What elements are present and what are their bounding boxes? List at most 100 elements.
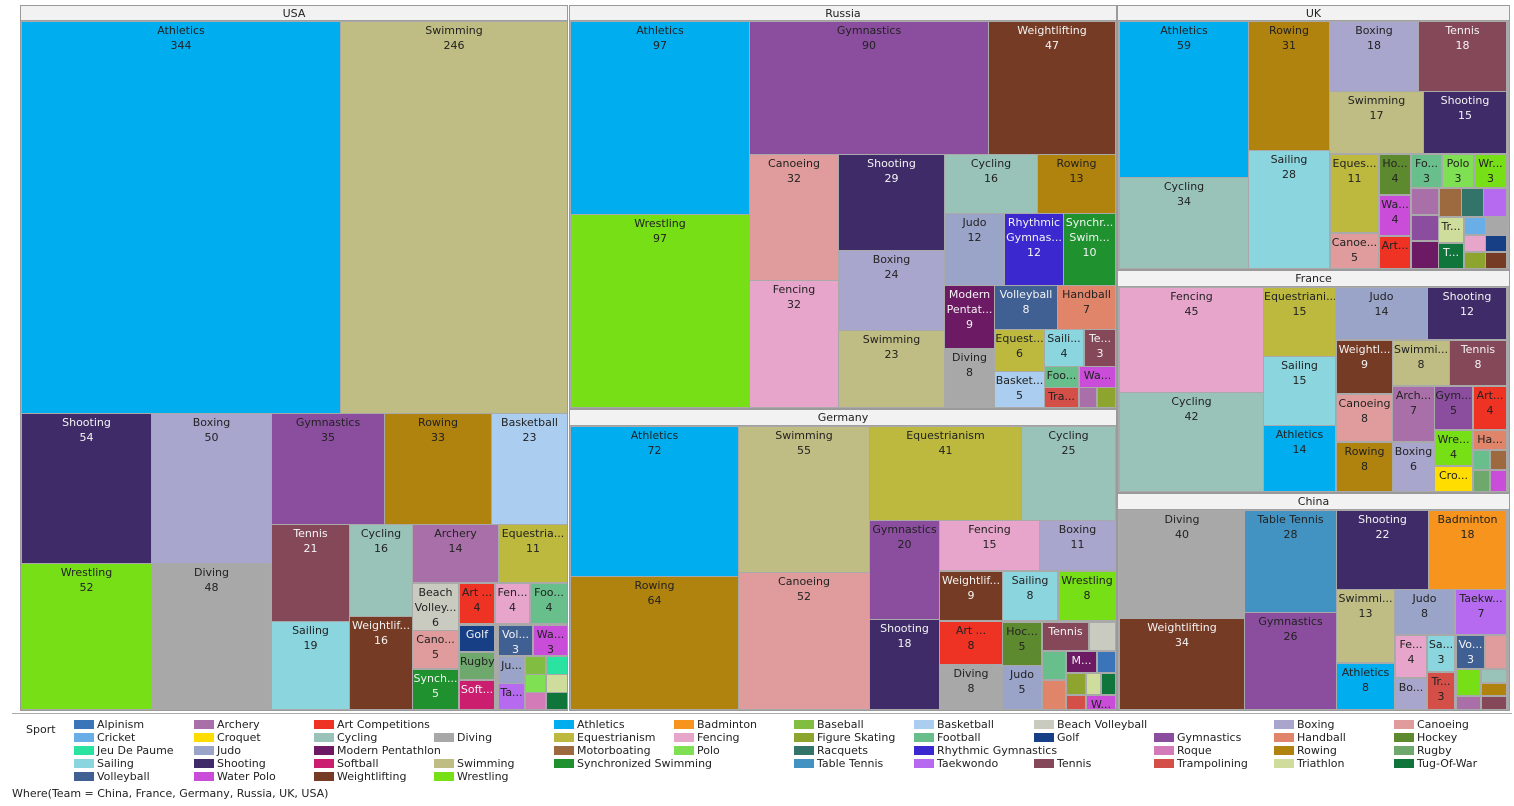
treemap-cell[interactable]: Cycling 42: [1120, 393, 1263, 491]
treemap-cell[interactable]: Rugby: [460, 653, 494, 679]
treemap-cell[interactable]: Table Tennis 28: [1245, 511, 1336, 612]
legend-item[interactable]: Rugby: [1394, 744, 1452, 757]
treemap-cell[interactable]: Ta...: [499, 684, 524, 709]
legend-item[interactable]: Modern Pentathlon: [314, 744, 441, 757]
treemap-cell[interactable]: Swimmi... 13: [1337, 590, 1394, 662]
treemap-cell[interactable]: Sailing 8: [1003, 572, 1057, 620]
treemap-cell[interactable]: [1491, 451, 1506, 469]
treemap-cell[interactable]: Judo 8: [1395, 590, 1454, 634]
treemap-cell[interactable]: Hoc... 5: [1003, 623, 1041, 665]
treemap-cell[interactable]: Canoeing 32: [750, 155, 838, 280]
treemap-cell[interactable]: Archery 14: [413, 525, 498, 582]
treemap-cell[interactable]: [1482, 697, 1506, 709]
treemap-cell[interactable]: Soft...: [460, 681, 494, 709]
legend-item[interactable]: Athletics: [554, 718, 625, 731]
treemap-cell[interactable]: Golf: [460, 626, 494, 651]
legend-item[interactable]: Equestrianism: [554, 731, 656, 744]
legend-item[interactable]: Fencing: [674, 731, 740, 744]
treemap-cell[interactable]: Shooting 22: [1337, 511, 1428, 589]
treemap-cell[interactable]: Wr... 3: [1475, 155, 1506, 187]
treemap-cell[interactable]: Cycling 25: [1022, 427, 1115, 520]
legend-item[interactable]: Tug-Of-War: [1394, 757, 1477, 770]
treemap-cell[interactable]: Boxing 18: [1330, 22, 1418, 91]
treemap-cell[interactable]: Judo 5: [1003, 666, 1041, 709]
legend-item[interactable]: Water Polo: [194, 770, 276, 783]
treemap-cell[interactable]: [1474, 451, 1489, 469]
treemap-cell[interactable]: Diving 8: [940, 665, 1002, 709]
legend-item[interactable]: Cricket: [74, 731, 135, 744]
legend-item[interactable]: Triathlon: [1274, 757, 1344, 770]
treemap-cell[interactable]: Weightlif... 16: [350, 617, 412, 709]
treemap-cell[interactable]: Athletics 59: [1120, 22, 1248, 177]
treemap-cell[interactable]: Tra...: [1045, 388, 1078, 407]
legend-item[interactable]: Swimming: [434, 757, 514, 770]
treemap-cell[interactable]: Rowing 64: [571, 577, 738, 709]
treemap-cell[interactable]: Athletics 97: [571, 22, 749, 214]
treemap-cell[interactable]: Weightlifting 34: [1120, 619, 1244, 709]
treemap-cell[interactable]: Polo 3: [1443, 155, 1473, 187]
treemap-cell[interactable]: Wa... 4: [1380, 196, 1410, 235]
treemap-cell[interactable]: [1465, 236, 1485, 251]
treemap-cell[interactable]: [1486, 236, 1506, 251]
treemap-cell[interactable]: [1474, 471, 1489, 491]
treemap-cell[interactable]: Equest... 6: [995, 330, 1044, 371]
legend-item[interactable]: Taekwondo: [914, 757, 998, 770]
legend-item[interactable]: Alpinism: [74, 718, 144, 731]
treemap-cell[interactable]: Cro...: [1435, 467, 1472, 491]
treemap-cell[interactable]: Vol... 3: [499, 626, 532, 655]
legend-item[interactable]: Basketball: [914, 718, 994, 731]
treemap-cell[interactable]: Te... 3: [1085, 330, 1115, 366]
treemap-cell[interactable]: Wa...: [1080, 367, 1115, 387]
treemap-cell[interactable]: [1412, 216, 1438, 240]
treemap-cell[interactable]: Tr...: [1439, 218, 1463, 242]
treemap-cell[interactable]: Foo... 4: [531, 584, 567, 623]
treemap-cell[interactable]: [1484, 189, 1506, 216]
treemap-cell[interactable]: [1482, 670, 1506, 682]
treemap-cell[interactable]: Shooting 15: [1424, 92, 1506, 153]
treemap-cell[interactable]: Ho... 4: [1380, 155, 1410, 194]
treemap-cell[interactable]: Weightlifting 47: [989, 22, 1115, 154]
treemap-cell[interactable]: Boxing 6: [1393, 443, 1434, 491]
treemap-cell[interactable]: [526, 675, 545, 692]
legend-item[interactable]: Trampolining: [1154, 757, 1248, 770]
treemap-cell[interactable]: Fencing 32: [750, 281, 838, 407]
legend-item[interactable]: Handball: [1274, 731, 1346, 744]
treemap-cell[interactable]: Sa... 3: [1428, 636, 1454, 671]
treemap-cell[interactable]: [526, 693, 545, 709]
treemap-cell[interactable]: Rowing 8: [1337, 443, 1392, 491]
treemap-cell[interactable]: Tennis 8: [1450, 341, 1506, 385]
treemap-cell[interactable]: [1486, 218, 1506, 234]
legend-item[interactable]: Beach Volleyball: [1034, 718, 1147, 731]
treemap-cell[interactable]: Boxing 11: [1040, 521, 1115, 570]
treemap-cell[interactable]: Art...: [1380, 237, 1410, 268]
treemap-cell[interactable]: Equestria... 11: [499, 525, 567, 582]
treemap-cell[interactable]: [1412, 242, 1438, 268]
treemap-cell[interactable]: Swimming 246: [341, 22, 567, 413]
treemap-cell[interactable]: Shooting 29: [839, 155, 944, 250]
legend-item[interactable]: Football: [914, 731, 981, 744]
treemap-cell[interactable]: Weightl... 9: [1337, 341, 1392, 393]
treemap-cell[interactable]: Foo...: [1045, 367, 1078, 387]
treemap-cell[interactable]: Badminton 18: [1429, 511, 1506, 589]
treemap-cell[interactable]: [1486, 253, 1506, 268]
treemap-cell[interactable]: Gym... 5: [1435, 387, 1472, 429]
treemap-cell[interactable]: Arch... 7: [1393, 387, 1434, 441]
treemap-cell[interactable]: Handball 7: [1058, 286, 1115, 329]
treemap-cell[interactable]: Saili... 4: [1045, 330, 1083, 366]
treemap-cell[interactable]: Diving 8: [945, 349, 994, 407]
treemap-cell[interactable]: Fencing 15: [940, 521, 1039, 570]
treemap-cell[interactable]: Gymnastics 20: [870, 521, 939, 619]
legend-item[interactable]: Wrestling: [434, 770, 509, 783]
treemap-cell[interactable]: Boxing 50: [152, 414, 271, 563]
treemap-cell[interactable]: Synchr... Swim... 10: [1064, 214, 1115, 285]
legend-item[interactable]: Racquets: [794, 744, 868, 757]
treemap-cell[interactable]: Equestrianism 41: [870, 427, 1021, 520]
treemap-cell[interactable]: Cano... 5: [413, 631, 458, 668]
treemap-cell[interactable]: [547, 693, 567, 709]
legend-item[interactable]: Art Competitions: [314, 718, 430, 731]
treemap-cell[interactable]: Gymnastics 35: [272, 414, 384, 524]
treemap-cell[interactable]: Canoeing 8: [1337, 395, 1392, 441]
treemap-cell[interactable]: Gymnastics 90: [750, 22, 988, 154]
treemap-cell[interactable]: Modern Pentat... 9: [945, 286, 994, 348]
treemap-cell[interactable]: [1098, 388, 1115, 407]
